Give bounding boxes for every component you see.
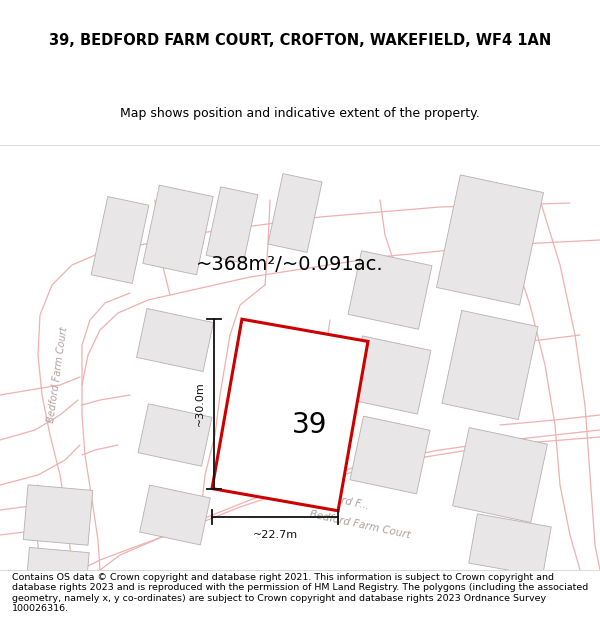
Polygon shape	[452, 428, 547, 522]
Polygon shape	[469, 514, 551, 576]
Polygon shape	[27, 548, 89, 582]
Polygon shape	[436, 175, 544, 305]
Polygon shape	[442, 311, 538, 419]
Text: Bedford Farm Court: Bedford Farm Court	[46, 326, 70, 424]
Polygon shape	[348, 251, 432, 329]
Text: 39, BEDFORD FARM COURT, CROFTON, WAKEFIELD, WF4 1AN: 39, BEDFORD FARM COURT, CROFTON, WAKEFIE…	[49, 33, 551, 48]
Polygon shape	[206, 187, 258, 263]
Polygon shape	[212, 319, 368, 511]
Text: Contains OS data © Crown copyright and database right 2021. This information is : Contains OS data © Crown copyright and d…	[12, 572, 588, 613]
Polygon shape	[268, 174, 322, 253]
Text: ~22.7m: ~22.7m	[253, 529, 298, 539]
Text: ~368m²/~0.091ac.: ~368m²/~0.091ac.	[196, 256, 384, 274]
Polygon shape	[140, 485, 211, 545]
Polygon shape	[350, 416, 430, 494]
Text: Map shows position and indicative extent of the property.: Map shows position and indicative extent…	[120, 107, 480, 119]
Polygon shape	[349, 336, 431, 414]
Text: 39: 39	[292, 411, 328, 439]
Text: Bedford Farm Court: Bedford Farm Court	[308, 509, 412, 541]
Text: Bedford F...: Bedford F...	[310, 489, 370, 511]
Polygon shape	[23, 485, 93, 545]
Polygon shape	[138, 404, 212, 466]
Polygon shape	[137, 309, 214, 371]
Text: ~30.0m: ~30.0m	[195, 381, 205, 426]
Polygon shape	[143, 185, 213, 275]
Polygon shape	[91, 196, 149, 284]
